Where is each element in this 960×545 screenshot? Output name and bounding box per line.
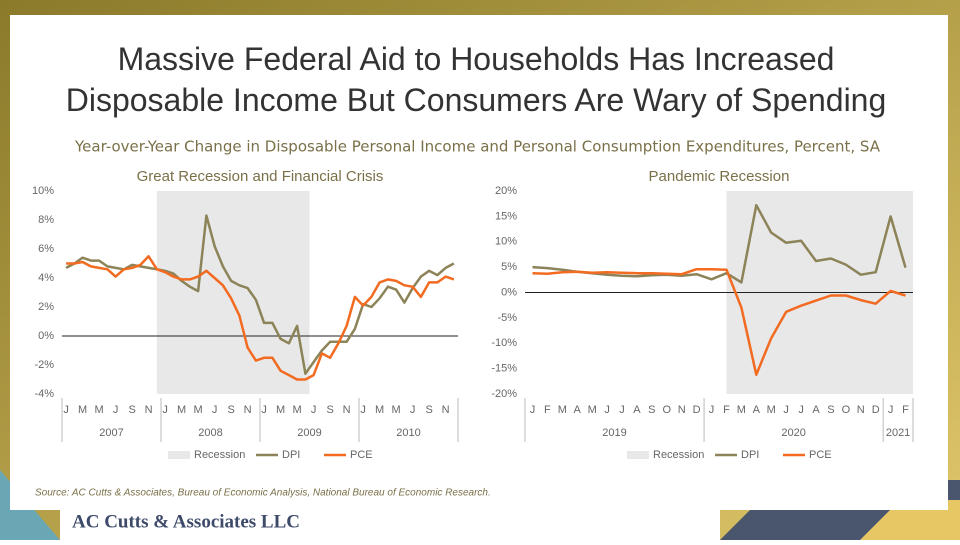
title-line: Massive Federal Aid to Households Has In…: [118, 41, 835, 77]
x-tick-label: M: [194, 404, 203, 416]
chart-title: Pandemic Recession: [649, 168, 790, 185]
x-tick-label: J: [410, 404, 416, 416]
x-tick-label: J: [162, 404, 168, 416]
x-tick-label: M: [177, 404, 186, 416]
y-tick-label: 8%: [38, 214, 54, 226]
x-tick-label: F: [723, 404, 730, 416]
x-tick-label: M: [276, 404, 285, 416]
x-tick-label: A: [574, 404, 582, 416]
x-group-label: 2019: [602, 427, 626, 439]
y-tick-label: -10%: [491, 337, 517, 349]
y-tick-label: -15%: [491, 363, 517, 375]
x-tick-label: M: [293, 404, 302, 416]
x-tick-label: M: [392, 404, 401, 416]
legend-label: Recession: [194, 449, 245, 461]
x-tick-label: J: [619, 404, 625, 416]
legend-label: Recession: [653, 449, 704, 461]
y-tick-label: -20%: [491, 388, 517, 400]
x-tick-label: J: [212, 404, 218, 416]
y-tick-label: 0%: [38, 330, 54, 342]
y-tick-label: -5%: [497, 312, 517, 324]
x-tick-label: N: [244, 404, 252, 416]
legend-label: DPI: [741, 449, 759, 461]
x-tick-label: A: [812, 404, 820, 416]
series-line: [532, 267, 906, 376]
x-tick-label: F: [902, 404, 909, 416]
y-tick-label: 15%: [495, 210, 517, 222]
legend-label: DPI: [282, 449, 300, 461]
y-tick-label: 5%: [501, 261, 517, 273]
x-tick-label: J: [63, 404, 69, 416]
x-tick-label: O: [842, 404, 851, 416]
x-tick-label: D: [693, 404, 701, 416]
x-group-label: 2008: [198, 427, 222, 439]
y-tick-label: -4%: [34, 388, 54, 400]
y-tick-label: -2%: [34, 359, 54, 371]
source: Source: AC Cutts & Associates, Bureau of…: [35, 488, 491, 499]
x-tick-label: M: [737, 404, 746, 416]
legend-swatch: [627, 451, 649, 459]
x-tick-label: F: [544, 404, 551, 416]
x-tick-label: O: [662, 404, 671, 416]
x-tick-label: J: [888, 404, 894, 416]
y-tick-label: 10%: [32, 185, 54, 197]
x-tick-label: N: [442, 404, 450, 416]
x-tick-label: J: [530, 404, 536, 416]
x-tick-label: A: [753, 404, 761, 416]
y-tick-label: 0%: [501, 286, 517, 298]
x-tick-label: J: [360, 404, 366, 416]
x-group-label: 2007: [99, 427, 123, 439]
series-line: [65, 214, 455, 375]
panel: [60, 510, 720, 540]
x-tick-label: D: [872, 404, 880, 416]
x-tick-label: M: [95, 404, 104, 416]
series-line: [66, 255, 455, 381]
x-group-label: 2010: [396, 427, 420, 439]
slide-title: Massive Federal Aid to Households Has In…: [118, 41, 835, 77]
legend-swatch: [168, 451, 190, 459]
x-tick-label: J: [709, 404, 715, 416]
x-tick-label: J: [261, 404, 267, 416]
x-tick-label: S: [827, 404, 834, 416]
x-tick-label: J: [798, 404, 804, 416]
x-group-label: 2009: [297, 427, 321, 439]
y-tick-label: 6%: [38, 243, 54, 255]
chart-title: Great Recession and Financial Crisis: [137, 168, 384, 185]
logo: AC Cutts & Associates LLC: [72, 511, 300, 532]
x-tick-label: J: [113, 404, 119, 416]
x-tick-label: M: [375, 404, 384, 416]
x-tick-label: N: [857, 404, 865, 416]
x-tick-label: M: [767, 404, 776, 416]
y-tick-label: 4%: [38, 272, 54, 284]
x-group-label: 2021: [886, 427, 910, 439]
x-tick-label: S: [128, 404, 135, 416]
y-tick-label: 20%: [495, 185, 517, 197]
x-tick-label: A: [633, 404, 641, 416]
y-tick-label: 2%: [38, 301, 54, 313]
x-tick-label: N: [678, 404, 686, 416]
x-tick-label: J: [604, 404, 610, 416]
x-tick-label: M: [558, 404, 567, 416]
x-tick-label: S: [326, 404, 333, 416]
x-tick-label: S: [227, 404, 234, 416]
x-tick-label: S: [425, 404, 432, 416]
legend-label: PCE: [809, 449, 832, 461]
slide-title: Disposable Income But Consumers Are Wary…: [66, 82, 887, 118]
subtitle: Year-over-Year Change in Disposable Pers…: [74, 138, 881, 156]
x-tick-label: M: [588, 404, 597, 416]
x-tick-label: J: [783, 404, 789, 416]
recession-band: [156, 191, 310, 394]
y-tick-label: 10%: [495, 236, 517, 248]
x-tick-label: S: [648, 404, 655, 416]
x-tick-label: N: [145, 404, 153, 416]
x-tick-label: M: [78, 404, 87, 416]
title-line: Disposable Income But Consumers Are Wary…: [66, 82, 887, 118]
x-tick-label: J: [311, 404, 317, 416]
x-group-label: 2020: [781, 427, 805, 439]
x-tick-label: N: [343, 404, 351, 416]
legend-label: PCE: [350, 449, 373, 461]
